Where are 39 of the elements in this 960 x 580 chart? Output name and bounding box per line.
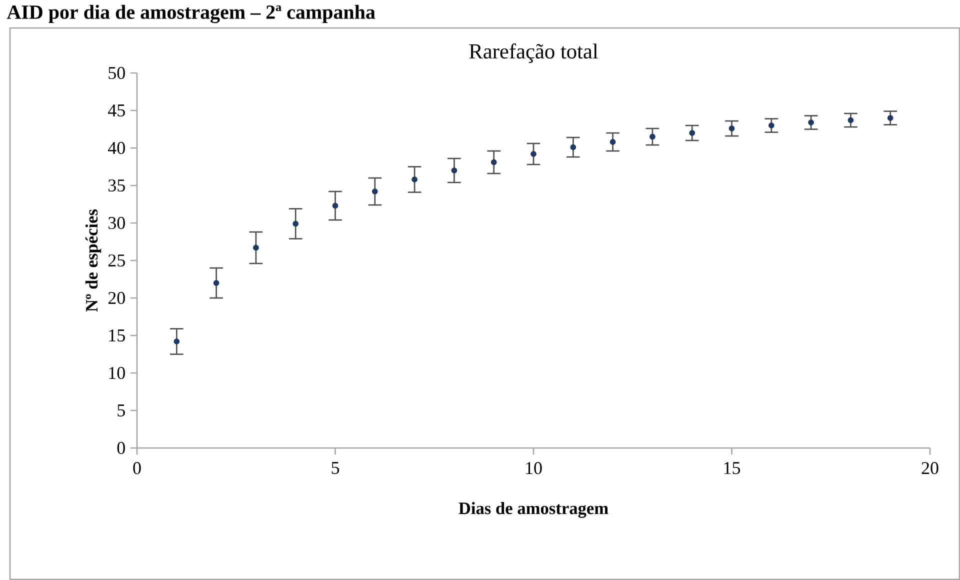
y-tick-label: 10 (109, 366, 125, 380)
chart-title: Rarefação total (469, 43, 598, 63)
y-tick-label: 30 (108, 216, 125, 230)
point (451, 168, 458, 174)
y-tick-label: 0 (117, 442, 125, 454)
x-tick-label: 20 (922, 462, 938, 474)
point (768, 122, 774, 128)
y-tick-label: 20 (108, 292, 125, 304)
point (689, 130, 696, 136)
point (490, 159, 497, 166)
y-tick-label: 5 (118, 404, 125, 416)
x-tick-label: 10 (526, 462, 542, 474)
y-tick-label: 50 (108, 66, 125, 80)
point (412, 176, 418, 182)
text: AID por dia de amostragem – 2ª campanha (6, 4, 376, 24)
point (292, 220, 299, 227)
point (372, 188, 378, 194)
x-tick-label: 0 (133, 462, 141, 474)
y-tick-label: 35 (108, 179, 125, 192)
x-axis-title: Dias de amostragem (458, 502, 608, 518)
point (887, 115, 894, 121)
x-tick-label: 15 (724, 462, 740, 474)
point (610, 139, 616, 145)
point (253, 244, 259, 251)
point (728, 126, 735, 132)
y-tick-label: 15 (109, 329, 125, 342)
y-axis-title: Nº de espécies (85, 209, 102, 312)
y-tick-label: 25 (108, 254, 125, 267)
point (808, 120, 814, 126)
point (848, 117, 854, 124)
x-tick-label: 5 (332, 462, 340, 474)
y-tick-label: 45 (108, 104, 125, 116)
y-tick-label: 40 (108, 142, 125, 154)
point (650, 134, 656, 140)
point (570, 144, 576, 150)
point (332, 202, 338, 209)
point (530, 151, 536, 157)
point (174, 338, 180, 344)
point (213, 280, 220, 286)
